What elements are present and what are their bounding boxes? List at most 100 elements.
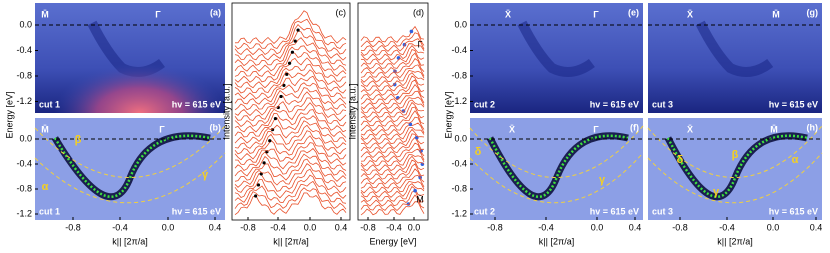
band-label: β <box>75 134 82 146</box>
calc-band <box>469 152 644 204</box>
edc-curve <box>360 155 425 172</box>
y-tick-label: -0.8 <box>16 183 32 193</box>
y-tick-label: -0.4 <box>451 158 467 168</box>
x-tick-label: 0.4 <box>629 222 642 232</box>
edc-curve <box>234 120 347 144</box>
edc-curve <box>360 79 425 97</box>
edc-curve <box>234 87 347 111</box>
peak-marker <box>406 202 411 206</box>
panel-tag: (c) <box>336 7 347 17</box>
y-tick-label: -1.2 <box>451 96 467 106</box>
cut-label: cut 3 <box>652 206 673 216</box>
edc-curve <box>360 122 425 136</box>
peak-marker <box>282 83 286 87</box>
edc-curve <box>360 194 425 212</box>
symmetry-point: M̄ <box>41 124 49 134</box>
peak-marker <box>290 50 295 54</box>
peak-marker <box>268 139 272 143</box>
peak-marker <box>279 94 283 99</box>
edc-curve <box>360 185 425 202</box>
spectrum-image <box>470 3 643 113</box>
y-axis-label: Intensity [a.u.] <box>221 83 231 139</box>
photon-energy: hv = 615 eV <box>590 99 639 109</box>
edc-curve <box>234 115 347 138</box>
edc-curve <box>360 32 425 48</box>
peak-marker <box>254 194 258 198</box>
band-label: α <box>792 154 799 166</box>
x-axis-label: k|| [2π/a] <box>273 236 308 246</box>
band-dispersion <box>486 132 629 201</box>
peak-marker <box>293 39 297 43</box>
symmetry-point: X̄ <box>509 124 515 134</box>
band-label: δ <box>677 154 684 166</box>
edc-curve <box>360 183 425 198</box>
photon-energy: hv = 615 eV <box>769 206 818 216</box>
edc-curve <box>234 10 347 45</box>
y-tick-label: -0.8 <box>16 70 32 80</box>
edc-curve <box>360 58 425 74</box>
x-tick-label: 0.0 <box>767 222 780 232</box>
edc-curve <box>234 63 347 89</box>
y-tick-label: -0.8 <box>451 70 467 80</box>
calc-band <box>647 125 823 178</box>
edc-curve <box>360 201 425 216</box>
edc-curve <box>234 69 347 94</box>
y-tick-label: -0.4 <box>451 45 467 55</box>
symmetry-point: Γ <box>159 124 165 134</box>
edc-curve <box>234 18 347 50</box>
band-label: δ <box>475 146 482 158</box>
symmetry-point: M̄ <box>416 194 424 204</box>
y-axis-label: Energy [eV] <box>443 91 453 138</box>
y-tick-label: -1.2 <box>16 208 32 218</box>
cut-label: cut 3 <box>652 99 673 109</box>
edc-curve <box>234 124 347 149</box>
y-tick-label: 0.0 <box>19 133 32 143</box>
edc-curve <box>234 180 347 204</box>
edc-curve <box>234 23 347 56</box>
x-tick-label: -0.4 <box>270 222 286 232</box>
symmetry-point: M̄ <box>770 124 778 134</box>
peak-marker <box>396 56 401 60</box>
symmetry-point: X̄ <box>687 9 693 19</box>
y-tick-label: -1.2 <box>16 96 32 106</box>
x-tick-label: -0.8 <box>487 222 503 232</box>
spectrum-glow <box>35 3 225 113</box>
edc-curve <box>360 133 425 150</box>
y-tick-label: -0.4 <box>16 45 32 55</box>
edc-curve <box>360 142 425 159</box>
edc-curve <box>234 153 347 177</box>
edc-curve <box>234 163 347 188</box>
y-tick-label: 0.0 <box>454 133 467 143</box>
edc-curve <box>360 126 425 140</box>
x-tick-label: 0.0 <box>162 222 175 232</box>
y-tick-label: -0.4 <box>16 158 32 168</box>
spectral-feature <box>517 20 595 77</box>
edc-curve <box>360 75 425 92</box>
peak-marker <box>256 183 261 187</box>
x-tick-label: 0.0 <box>591 222 604 232</box>
x-tick-label: -0.8 <box>65 222 81 232</box>
x-axis-label: k|| [2π/a] <box>717 236 752 246</box>
x-axis-label: k|| [2π/a] <box>539 236 574 246</box>
edc-curve <box>234 135 347 161</box>
band-label: γ <box>599 174 606 186</box>
edc-curve <box>360 90 425 105</box>
edc-curve <box>234 187 347 210</box>
edc-curve <box>360 99 425 114</box>
x-tick-label: -0.8 <box>672 222 688 232</box>
photon-energy: hv = 615 eV <box>172 99 221 109</box>
x-axis-label: k|| [2π/a] <box>112 236 147 246</box>
edc-curve <box>234 109 347 133</box>
panel-tag: (a) <box>210 7 221 17</box>
symmetry-point: Γ <box>593 124 599 134</box>
cut-label: cut 1 <box>39 206 60 216</box>
symmetry-point: M̄ <box>41 9 49 19</box>
panel-tag: (g) <box>807 7 819 17</box>
edc-curve <box>234 91 347 116</box>
edc-curve <box>360 43 425 57</box>
panel-tag: (b) <box>210 122 222 132</box>
x-tick-label: 0.0 <box>304 222 317 232</box>
edc-curve <box>234 158 347 182</box>
edc-curve <box>360 64 425 79</box>
